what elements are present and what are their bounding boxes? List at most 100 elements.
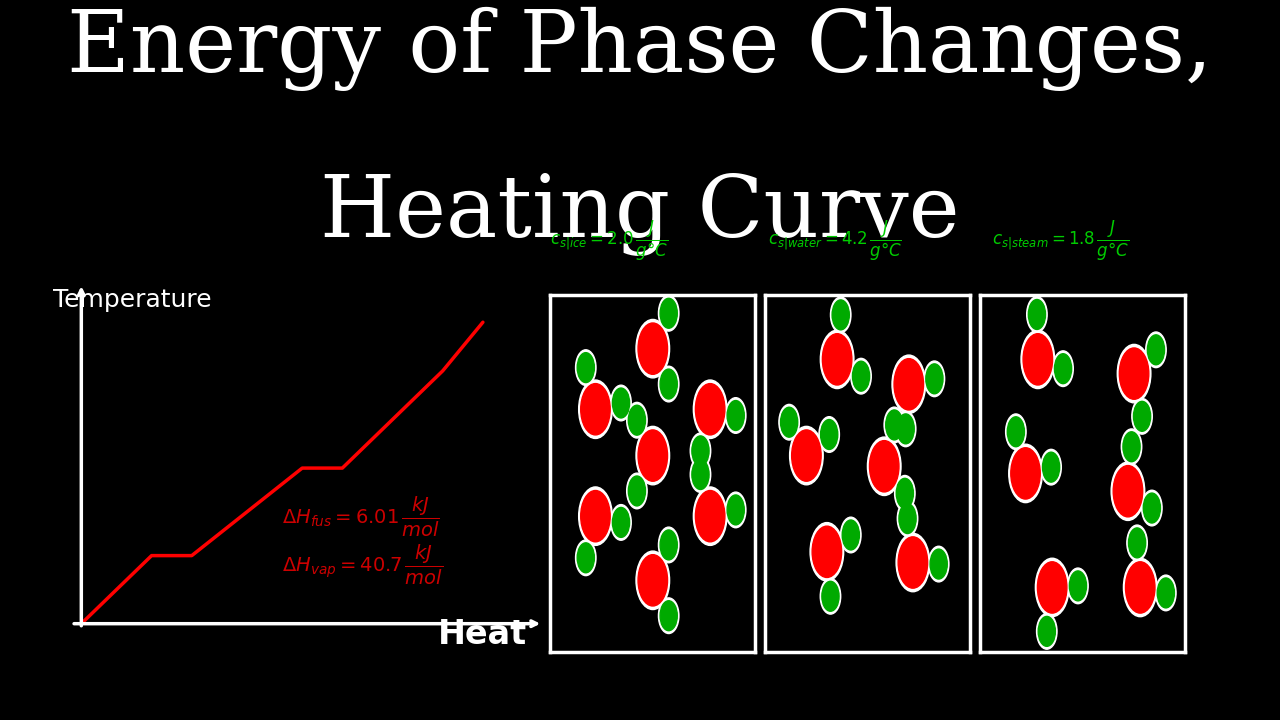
Circle shape <box>869 441 899 492</box>
Circle shape <box>660 600 677 631</box>
Circle shape <box>899 503 916 534</box>
Circle shape <box>726 397 746 433</box>
Circle shape <box>637 323 668 374</box>
Circle shape <box>658 366 678 402</box>
Circle shape <box>1157 578 1175 608</box>
Circle shape <box>822 333 852 385</box>
Circle shape <box>690 456 710 492</box>
Circle shape <box>1132 398 1152 434</box>
Circle shape <box>1143 493 1161 523</box>
Circle shape <box>577 353 594 382</box>
Circle shape <box>781 408 797 437</box>
Circle shape <box>695 384 724 435</box>
Circle shape <box>577 543 594 573</box>
Circle shape <box>897 414 914 444</box>
Circle shape <box>576 540 596 575</box>
Circle shape <box>899 537 928 588</box>
Circle shape <box>627 473 648 509</box>
Circle shape <box>842 520 859 550</box>
Text: $c_{s|steam} = 1.8\,\dfrac{J}{g°C}$: $c_{s|steam} = 1.8\,\dfrac{J}{g°C}$ <box>992 219 1129 263</box>
Text: $\Delta H_{fus} = 6.01\,\dfrac{kJ}{mol}$: $\Delta H_{fus} = 6.01\,\dfrac{kJ}{mol}$ <box>282 495 440 539</box>
Circle shape <box>1069 571 1087 601</box>
Circle shape <box>924 361 945 397</box>
Circle shape <box>1006 414 1027 449</box>
Circle shape <box>658 295 678 331</box>
Circle shape <box>895 475 915 511</box>
Circle shape <box>791 430 822 481</box>
Circle shape <box>637 430 668 481</box>
Circle shape <box>1147 335 1165 365</box>
Circle shape <box>886 410 902 440</box>
Circle shape <box>893 359 924 410</box>
Circle shape <box>1121 429 1142 464</box>
Circle shape <box>1119 348 1149 400</box>
Circle shape <box>896 534 929 592</box>
Circle shape <box>1125 562 1155 613</box>
Circle shape <box>1023 333 1052 385</box>
Circle shape <box>727 400 744 431</box>
Circle shape <box>658 527 678 563</box>
Circle shape <box>1126 525 1147 561</box>
Circle shape <box>928 546 948 582</box>
Circle shape <box>1156 575 1176 611</box>
Circle shape <box>660 530 677 560</box>
Circle shape <box>1123 432 1140 462</box>
Circle shape <box>851 359 872 394</box>
Circle shape <box>1142 490 1162 526</box>
Circle shape <box>612 508 630 537</box>
Circle shape <box>925 364 943 394</box>
Circle shape <box>637 554 668 606</box>
Circle shape <box>1114 466 1143 517</box>
Circle shape <box>1007 417 1024 446</box>
Circle shape <box>611 505 631 540</box>
Circle shape <box>727 495 744 525</box>
Circle shape <box>636 426 669 485</box>
Circle shape <box>841 517 861 553</box>
Circle shape <box>581 384 611 435</box>
Circle shape <box>852 361 869 391</box>
Text: $c_{s|water} = 4.2\,\dfrac{J}{g°C}$: $c_{s|water} = 4.2\,\dfrac{J}{g°C}$ <box>768 219 902 263</box>
Circle shape <box>658 598 678 634</box>
Circle shape <box>660 369 677 399</box>
Circle shape <box>1042 452 1060 482</box>
Text: $\Delta H_{vap} = 40.7\,\dfrac{kJ}{mol}$: $\Delta H_{vap} = 40.7\,\dfrac{kJ}{mol}$ <box>282 544 443 588</box>
Circle shape <box>1055 354 1071 384</box>
Circle shape <box>1011 448 1041 499</box>
Circle shape <box>812 526 842 577</box>
Circle shape <box>1041 449 1061 485</box>
Circle shape <box>790 426 823 485</box>
Circle shape <box>931 549 947 579</box>
Text: Heating Curve: Heating Curve <box>320 173 960 256</box>
Circle shape <box>1124 558 1157 616</box>
Circle shape <box>579 380 612 438</box>
Text: Temperature: Temperature <box>54 288 211 312</box>
Circle shape <box>896 478 914 508</box>
Circle shape <box>576 350 596 385</box>
Circle shape <box>692 459 709 490</box>
Circle shape <box>628 405 645 435</box>
Circle shape <box>1117 344 1151 402</box>
Circle shape <box>831 297 851 333</box>
Circle shape <box>897 500 918 536</box>
Circle shape <box>612 388 630 418</box>
Circle shape <box>1036 558 1069 616</box>
Circle shape <box>1146 332 1166 368</box>
Circle shape <box>636 551 669 610</box>
Circle shape <box>1129 528 1146 558</box>
Circle shape <box>628 476 645 506</box>
Text: Energy of Phase Changes,: Energy of Phase Changes, <box>68 7 1212 91</box>
Circle shape <box>868 437 901 495</box>
Circle shape <box>822 581 840 611</box>
Circle shape <box>780 405 800 440</box>
Circle shape <box>1053 351 1074 387</box>
Circle shape <box>884 407 905 443</box>
Circle shape <box>660 298 677 328</box>
Circle shape <box>611 385 631 420</box>
Circle shape <box>581 490 611 542</box>
Circle shape <box>896 411 916 446</box>
Circle shape <box>819 417 840 452</box>
Circle shape <box>694 487 727 545</box>
Circle shape <box>695 490 724 542</box>
Circle shape <box>820 420 838 449</box>
Circle shape <box>1009 444 1042 503</box>
